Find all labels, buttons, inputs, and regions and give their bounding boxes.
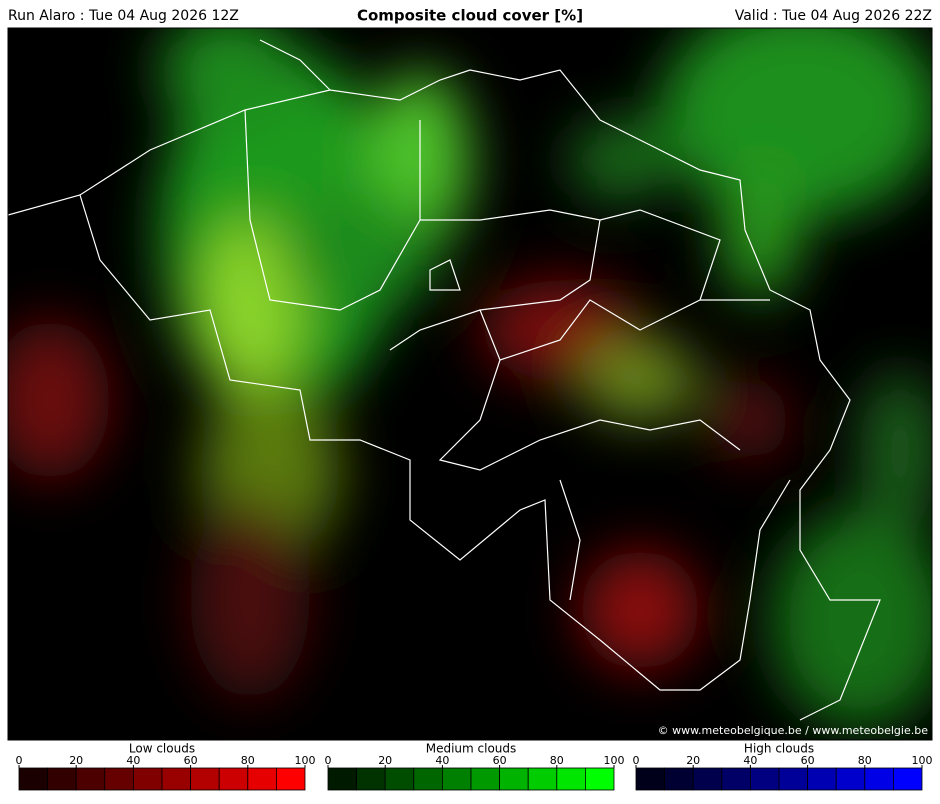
legend-swatch <box>190 767 220 791</box>
legend-swatch <box>585 767 615 791</box>
legend-swatch <box>835 767 866 791</box>
legend-tick-label: 40 <box>126 754 140 767</box>
legend-swatch <box>864 767 894 791</box>
legend-swatch <box>327 767 358 791</box>
legend-swatch <box>104 767 134 791</box>
legend-swatch <box>692 767 723 791</box>
credit: © www.meteobelgique.be / www.meteobelgie… <box>658 724 929 737</box>
legends: Low clouds 0 20 40 60 80 100 Medium clouds 0 20 40… <box>16 742 933 791</box>
legend-tick-label: 40 <box>743 754 757 767</box>
legend-title: Medium clouds <box>426 742 517 756</box>
legend-swatch <box>893 767 923 791</box>
legend-tick-label: 0 <box>16 754 23 767</box>
legend-swatch <box>778 767 809 791</box>
legend-tick-label: 100 <box>912 754 933 767</box>
legend-swatch <box>470 767 501 791</box>
legend-swatch <box>664 767 694 791</box>
map-title: Composite cloud cover [%] <box>357 7 583 25</box>
legend-title: High clouds <box>744 742 814 756</box>
legend-swatch <box>218 767 249 791</box>
run-label: Run Alaro : Tue 04 Aug 2026 12Z <box>8 8 239 24</box>
legend-swatch <box>247 767 277 791</box>
cloud-field <box>8 28 932 730</box>
legend-tick-label: 60 <box>801 754 815 767</box>
legend-swatch <box>750 767 780 791</box>
legend-tick-label: 20 <box>378 754 392 767</box>
borders <box>8 39 881 721</box>
legend-swatch <box>384 767 415 791</box>
legend-tick-label: 100 <box>295 754 316 767</box>
legend-swatch <box>721 767 751 791</box>
legend-swatch <box>413 767 443 791</box>
legend-tick-label: 80 <box>241 754 255 767</box>
legend-swatch <box>275 767 306 791</box>
legend-tick-label: 80 <box>550 754 564 767</box>
legend-tick-label: 100 <box>604 754 625 767</box>
legend-tick-label: 60 <box>184 754 198 767</box>
legend-swatch <box>499 767 529 791</box>
legend-swatch <box>75 767 106 791</box>
legend-swatch <box>132 767 163 791</box>
map-frame <box>7 27 933 741</box>
valid-label: Valid : Tue 04 Aug 2026 22Z <box>735 8 932 24</box>
legend-swatch <box>556 767 586 791</box>
legend-tick-label: 60 <box>493 754 507 767</box>
legend-tick-label: 0 <box>633 754 640 767</box>
legend-tick-label: 80 <box>858 754 872 767</box>
legend-swatch <box>161 767 192 791</box>
legend-tick-label: 0 <box>325 754 332 767</box>
legend-swatch <box>441 767 472 791</box>
legend-swatch <box>807 767 837 791</box>
legend-tick-label: 20 <box>686 754 700 767</box>
legend-swatch <box>527 767 558 791</box>
map: © www.meteobelgique.be / www.meteobelgie… <box>8 28 932 740</box>
legend-swatch <box>18 767 49 791</box>
legend-swatch <box>356 767 386 791</box>
legend-tick-label: 40 <box>435 754 449 767</box>
legend-swatch <box>47 767 77 791</box>
legend-title: Low clouds <box>129 742 195 756</box>
legend-tick-label: 20 <box>69 754 83 767</box>
legend-swatch <box>635 767 666 791</box>
